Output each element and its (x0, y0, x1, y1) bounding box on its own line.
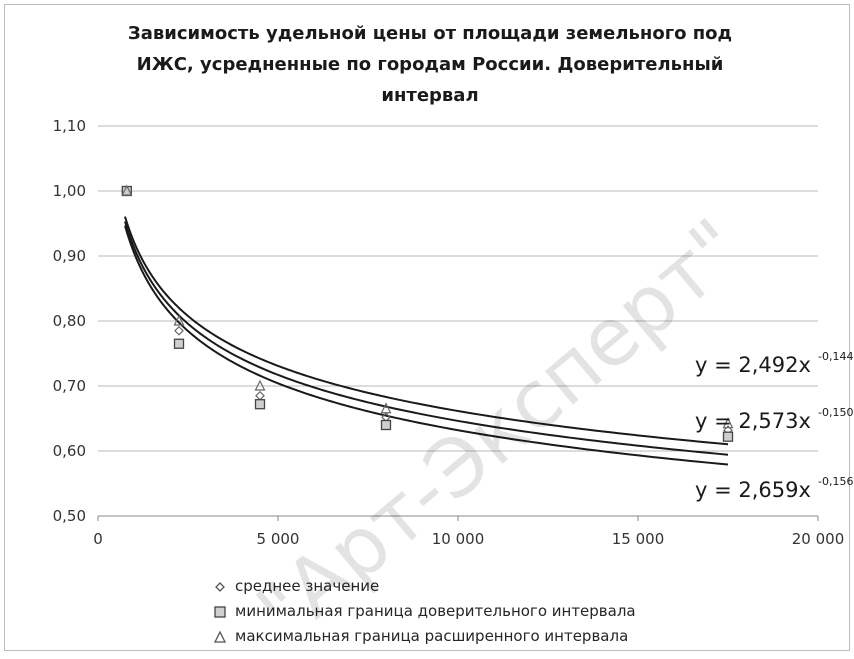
chart-frame (4, 4, 850, 651)
y-tick-label: 1,10 (53, 117, 86, 135)
legend-item-mean: среднее значение (212, 574, 636, 599)
x-tick-label: 20 000 (792, 530, 845, 548)
legend-label-mean: среднее значение (235, 577, 380, 595)
marker-mean-point (174, 325, 184, 336)
legend-item-max: максимальная граница расширенного интерв… (212, 624, 636, 649)
square-marker-icon (214, 605, 226, 618)
marker-min-point (173, 338, 185, 349)
y-tick-label: 0,50 (53, 507, 86, 525)
x-tick-label: 15 000 (612, 530, 665, 548)
y-tick-label: 0,90 (53, 247, 86, 265)
trendline-3 (124, 225, 729, 466)
legend-label-min: минимальная граница доверительного интер… (235, 602, 636, 620)
y-tick-label: 0,70 (53, 377, 86, 395)
trendline-exponent-3: -0,156 (818, 475, 853, 488)
marker-min-point (380, 419, 392, 431)
trendline-2 (124, 221, 729, 456)
chart-title-line-1: Зависимость удельной цены от площади зем… (127, 23, 733, 44)
x-tick-label: 0 (93, 530, 103, 548)
marker-max-point (254, 379, 266, 391)
y-tick-label: 0,60 (53, 442, 86, 460)
trendline-1 (124, 216, 729, 446)
marker-max-point (121, 184, 133, 196)
trendline-equation-3: y = 2,659x (695, 478, 811, 502)
marker-max-point (722, 417, 734, 429)
chart-title-line-2: ИЖС, усредненные по городам России. Дове… (136, 54, 724, 75)
trendline-exponent-2: -0,150 (818, 406, 853, 419)
marker-max-point (173, 314, 185, 326)
y-tick-label: 0,80 (53, 312, 86, 330)
diamond-marker-icon (215, 581, 225, 592)
x-tick-label: 5 000 (257, 530, 300, 548)
marker-mean-point (255, 390, 265, 401)
legend: среднее значение минимальная граница дов… (212, 574, 636, 649)
marker-max-point (380, 402, 392, 414)
legend-label-max: максимальная граница расширенного интерв… (235, 627, 629, 645)
legend-item-min: минимальная граница доверительного интер… (212, 599, 636, 624)
triangle-marker-icon (213, 630, 227, 643)
x-tick-label: 10 000 (432, 530, 485, 548)
trendline-equation-2: y = 2,573x (695, 409, 811, 433)
chart-title: Зависимость удельной цены от площади зем… (90, 18, 770, 111)
trendline-equation-1: y = 2,492x (695, 353, 811, 377)
marker-min-point (722, 431, 734, 442)
chart-title-line-3: интервал (381, 85, 479, 106)
marker-min-point (254, 399, 266, 410)
y-tick-label: 1,00 (53, 182, 86, 200)
trendline-exponent-1: -0,144 (818, 350, 853, 363)
